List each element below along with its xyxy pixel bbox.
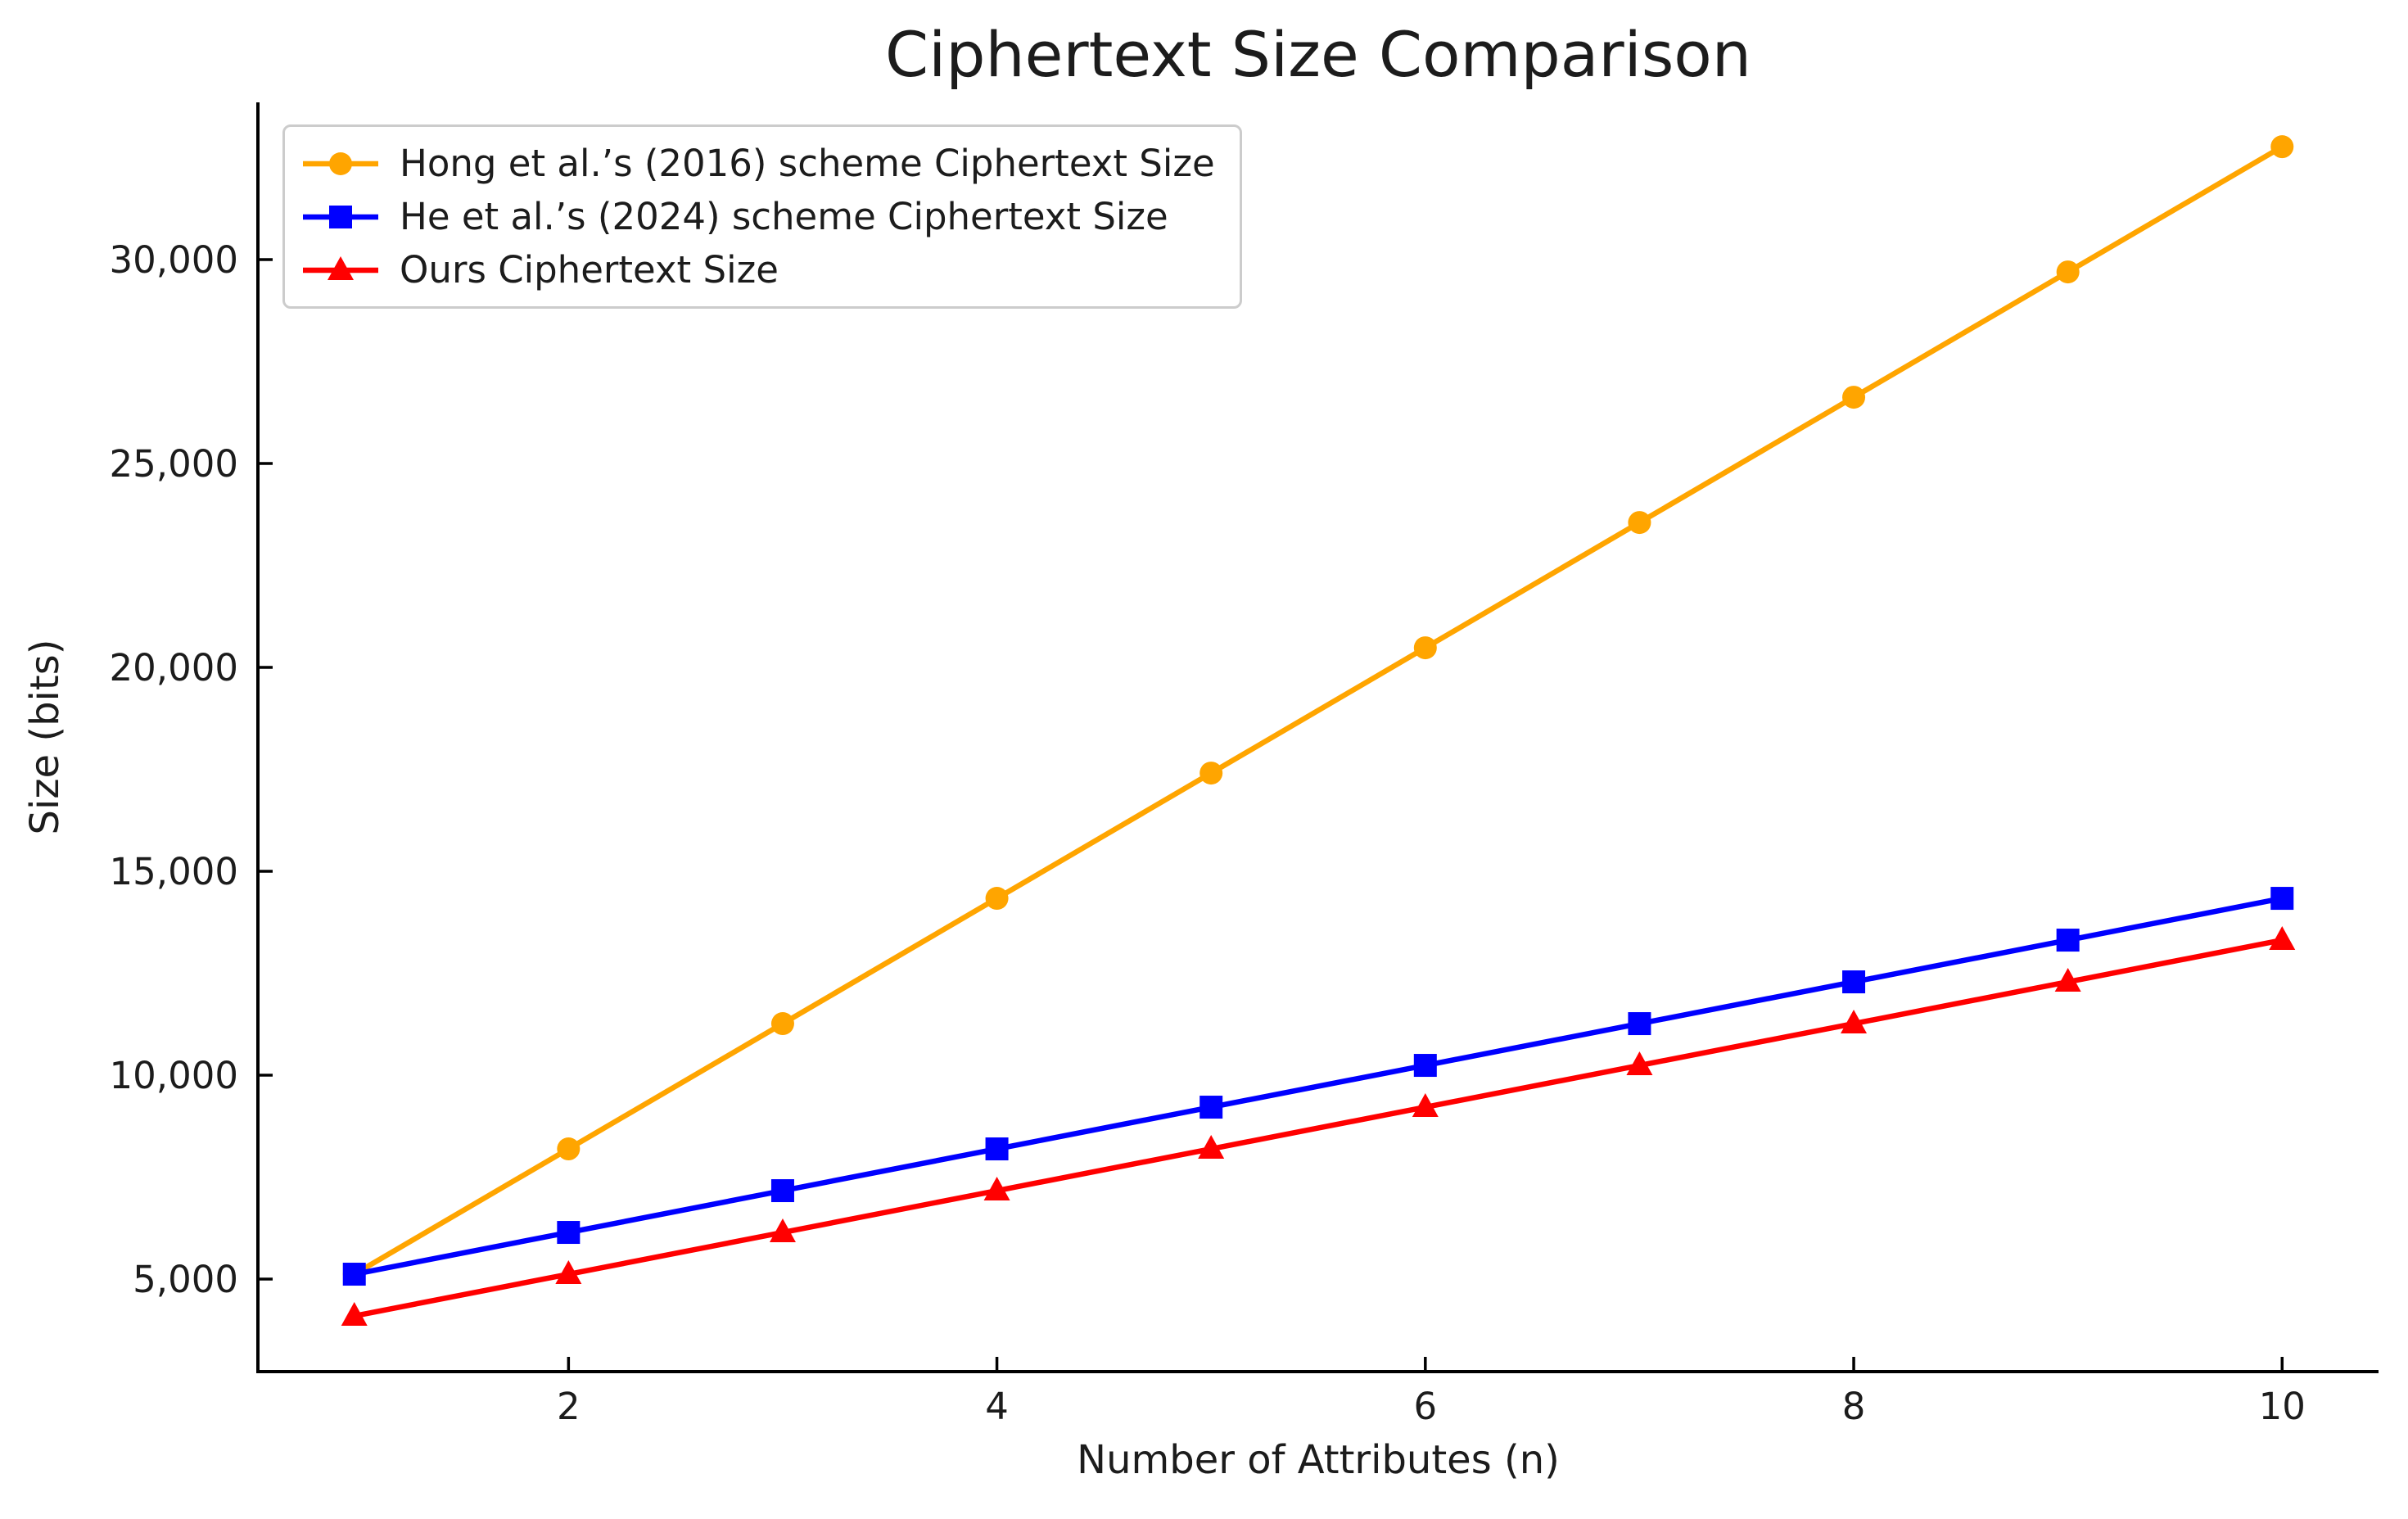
- data-point-circle-marker-icon: [2056, 260, 2080, 284]
- data-point-circle-marker-icon: [770, 1012, 794, 1036]
- legend-item: Hong et al.’s (2016) scheme Ciphertext S…: [300, 137, 1215, 190]
- y-tick-label: 20,000: [110, 646, 238, 689]
- data-point-circle-marker-icon: [1413, 636, 1437, 660]
- y-tick-label: 10,000: [110, 1054, 238, 1097]
- data-point-square-marker-icon: [2270, 887, 2294, 911]
- data-point-triangle-marker-icon: [1198, 1135, 1225, 1160]
- data-point-square-marker-icon: [985, 1137, 1009, 1161]
- data-point-circle-marker-icon: [1199, 762, 1223, 785]
- data-point-square-marker-icon: [1628, 1012, 1651, 1036]
- x-tick-label: 6: [1413, 1385, 1437, 1428]
- series-line-1: [354, 895, 2283, 1277]
- data-point-triangle-marker-icon: [2269, 926, 2296, 951]
- circle-marker-icon: [303, 151, 378, 175]
- data-point-triangle-marker-icon: [983, 1177, 1010, 1201]
- data-point-square-marker-icon: [1413, 1054, 1437, 1078]
- legend-item-label: He et al.’s (2024) scheme Ciphertext Siz…: [400, 195, 1168, 238]
- data-point-triangle-marker-icon: [2054, 968, 2081, 992]
- chart-title: Ciphertext Size Comparison: [885, 18, 1751, 91]
- series-line-0: [353, 144, 2284, 1277]
- x-tick-label: 10: [2259, 1385, 2306, 1428]
- data-point-circle-marker-icon: [557, 1137, 581, 1161]
- data-point-circle-marker-icon: [985, 887, 1009, 911]
- data-point-square-marker-icon: [1842, 970, 1866, 994]
- data-point-square-marker-icon: [342, 1263, 366, 1286]
- data-point-triangle-marker-icon: [1841, 1010, 1868, 1034]
- square-marker-icon: [303, 205, 378, 228]
- x-tick-label: 4: [985, 1385, 1009, 1428]
- legend-item: He et al.’s (2024) scheme Ciphertext Siz…: [300, 190, 1215, 243]
- data-point-circle-marker-icon: [1628, 511, 1651, 535]
- x-tick-label: 8: [1842, 1385, 1866, 1428]
- data-point-triangle-marker-icon: [769, 1218, 796, 1243]
- data-point-square-marker-icon: [557, 1221, 581, 1245]
- data-point-square-marker-icon: [2056, 929, 2080, 952]
- series-line-2: [354, 937, 2283, 1319]
- y-tick-label: 25,000: [110, 442, 238, 486]
- data-point-circle-marker-icon: [1842, 386, 1866, 409]
- data-point-square-marker-icon: [770, 1179, 794, 1203]
- y-axis-label: Size (bits): [22, 639, 68, 835]
- legend: Hong et al.’s (2016) scheme Ciphertext S…: [282, 124, 1242, 309]
- triangle-marker-icon: [303, 255, 378, 280]
- y-tick-label: 15,000: [110, 850, 238, 893]
- data-point-triangle-marker-icon: [555, 1260, 582, 1285]
- x-axis-label: Number of Attributes (n): [1077, 1437, 1560, 1483]
- y-tick-label: 30,000: [110, 238, 238, 282]
- data-point-triangle-marker-icon: [1412, 1093, 1439, 1118]
- data-point-triangle-marker-icon: [341, 1302, 368, 1327]
- x-tick-label: 2: [557, 1385, 581, 1428]
- y-tick-label: 5,000: [133, 1258, 238, 1301]
- legend-item-label: Hong et al.’s (2016) scheme Ciphertext S…: [400, 142, 1215, 185]
- data-point-triangle-marker-icon: [1626, 1051, 1653, 1076]
- legend-item-label: Ours Ciphertext Size: [400, 248, 779, 292]
- data-point-square-marker-icon: [1199, 1096, 1223, 1119]
- legend-item: Ours Ciphertext Size: [300, 243, 1215, 296]
- data-point-circle-marker-icon: [2270, 135, 2294, 159]
